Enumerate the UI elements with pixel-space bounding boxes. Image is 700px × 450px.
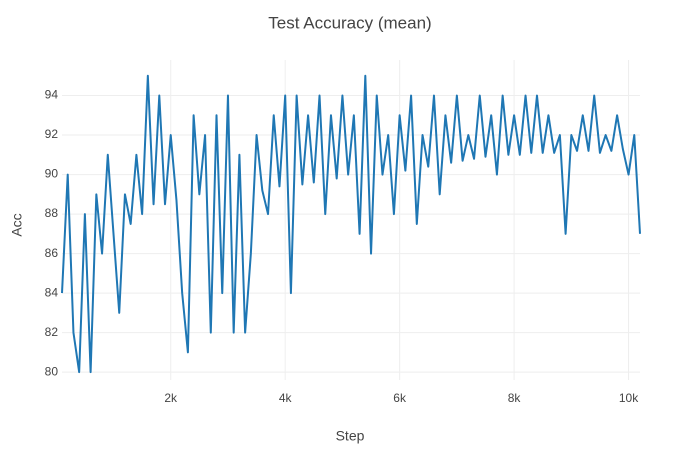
y-tick-label: 88: [45, 206, 59, 220]
y-tick-label: 84: [45, 285, 59, 299]
y-axis-label: Acc: [9, 213, 25, 236]
chart-title: Test Accuracy (mean): [268, 13, 431, 32]
y-tick-label: 92: [45, 127, 59, 141]
x-tick-label: 6k: [393, 391, 407, 405]
x-tick-label: 4k: [279, 391, 293, 405]
x-axis-label: Step: [336, 428, 365, 444]
y-tick-label: 94: [45, 88, 59, 102]
data-line: [61, 74, 641, 374]
y-tick-label: 80: [45, 364, 59, 378]
x-tick-label: 2k: [164, 391, 178, 405]
y-tick-label: 82: [45, 325, 59, 339]
y-tick-label: 86: [45, 246, 59, 260]
x-tick-label: 10k: [619, 391, 639, 405]
x-tick-label: 8k: [508, 391, 522, 405]
y-tick-label: 90: [45, 167, 59, 181]
